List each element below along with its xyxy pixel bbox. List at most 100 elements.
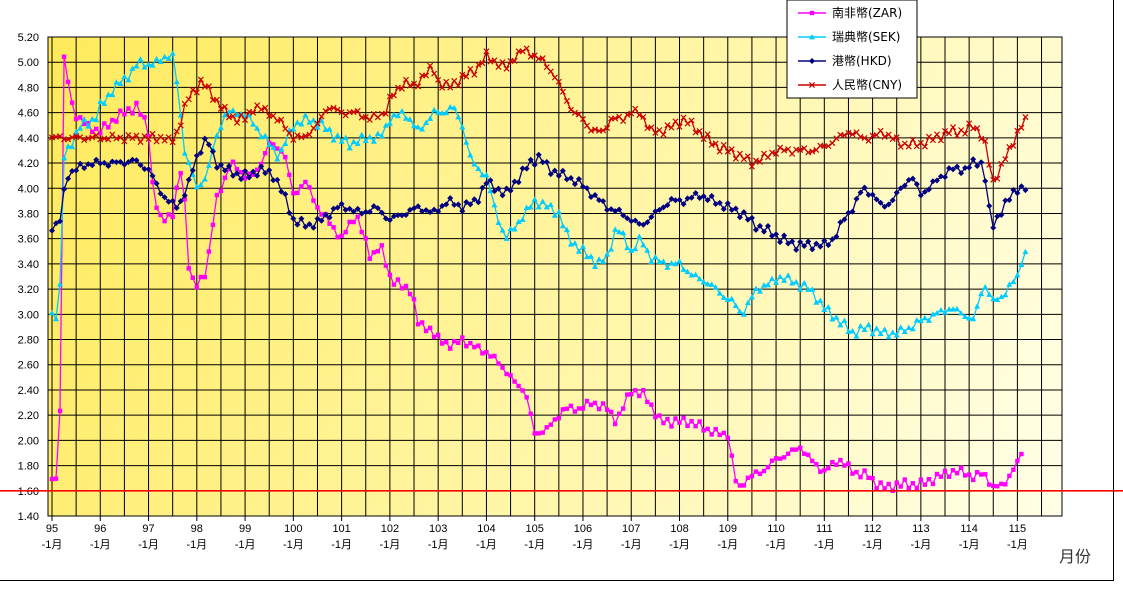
y-tick-label: 4.60 [18, 108, 39, 120]
data-point [169, 197, 176, 204]
window-edge-bottom [0, 580, 1114, 581]
data-point [57, 133, 64, 140]
data-point [499, 227, 506, 233]
data-point [889, 197, 896, 204]
data-point [531, 161, 538, 168]
y-axis: 1.40 1.60 1.80 2.00 2.20 2.40 2.60 2.80 3.00 3.20… [18, 32, 39, 523]
data-point [290, 126, 297, 132]
data-point [451, 104, 458, 111]
data-point [978, 290, 985, 297]
data-point [475, 61, 482, 68]
data-point [330, 137, 337, 143]
data-point [765, 281, 772, 288]
data-point [692, 129, 699, 136]
data-point [748, 294, 755, 300]
data-point [1011, 467, 1016, 472]
data-point [945, 130, 953, 137]
data-point [567, 106, 574, 113]
data-point [275, 146, 280, 151]
data-point [306, 119, 313, 125]
data-point [73, 128, 80, 135]
data-point [789, 238, 796, 245]
data-point [724, 200, 731, 207]
data-point [254, 172, 261, 179]
data-point [238, 176, 245, 183]
data-point [769, 458, 775, 463]
data-point [559, 88, 566, 95]
data-point [331, 225, 336, 230]
data-point [402, 76, 410, 83]
data-point [307, 185, 312, 190]
data-point [390, 92, 397, 99]
data-point [61, 154, 68, 161]
data-point [740, 156, 747, 163]
data-point [753, 469, 759, 474]
data-point [837, 219, 844, 226]
data-point [234, 119, 241, 126]
data-point [905, 143, 912, 150]
data-point [592, 400, 598, 406]
data-point [137, 139, 144, 146]
data-point [278, 188, 285, 195]
data-point [399, 286, 405, 291]
data-point [805, 238, 812, 245]
data-point [579, 116, 586, 123]
data-point [568, 403, 574, 409]
data-point [693, 424, 698, 429]
data-point [801, 243, 808, 250]
data-point [306, 131, 313, 138]
data-point [584, 398, 590, 404]
data-point [105, 136, 112, 143]
data-point [1010, 187, 1017, 194]
data-point [672, 118, 679, 125]
data-point [700, 278, 707, 285]
x-tick-month: -1月 [1007, 539, 1028, 551]
data-point [398, 85, 405, 92]
data-point [411, 297, 417, 302]
data-point [213, 132, 220, 138]
data-point [660, 258, 667, 264]
data-point [821, 237, 828, 244]
data-point [378, 132, 385, 139]
data-point [367, 256, 372, 261]
data-point [49, 227, 55, 234]
data-point [161, 194, 168, 201]
data-point [797, 146, 804, 154]
data-point [93, 116, 100, 123]
data-point [520, 388, 525, 393]
data-point [174, 185, 179, 190]
data-point [431, 106, 438, 113]
data-point [379, 243, 385, 248]
data-point [274, 176, 281, 183]
data-point [692, 189, 699, 196]
x-tick-year: 99 [239, 523, 251, 535]
data-point [234, 170, 241, 177]
data-point [146, 134, 151, 139]
data-point [539, 55, 546, 62]
data-point [785, 146, 792, 153]
data-point [894, 480, 899, 485]
data-point [596, 256, 603, 262]
data-point [65, 79, 71, 85]
data-point [101, 159, 108, 166]
data-point [861, 134, 868, 141]
data-point [640, 221, 647, 228]
data-point [982, 137, 989, 144]
data-point [326, 214, 333, 221]
data-point [760, 228, 767, 235]
x-tick-year: 106 [574, 523, 592, 535]
data-point [270, 177, 277, 184]
data-point [547, 171, 554, 178]
data-point [306, 221, 313, 228]
data-point [165, 134, 172, 141]
data-point [857, 322, 864, 329]
data-point [439, 110, 446, 116]
data-point [531, 196, 538, 202]
data-point [455, 113, 462, 120]
data-point [129, 135, 136, 142]
data-point [748, 163, 755, 170]
data-point [303, 179, 308, 185]
data-point [467, 65, 474, 72]
data-point [576, 406, 582, 411]
data-point [954, 163, 961, 170]
